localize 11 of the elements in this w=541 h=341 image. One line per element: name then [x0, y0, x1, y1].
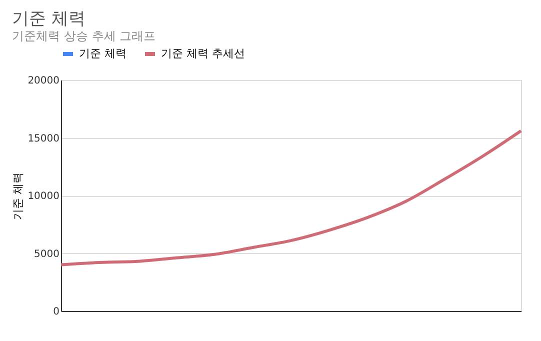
- y-axis-title: 기준 체력: [12, 172, 25, 220]
- legend-label: 기준 체력 추세선: [161, 47, 245, 60]
- y-tick-label: 0: [53, 306, 60, 318]
- y-tick-label: 10000: [28, 191, 60, 202]
- line-series: [60, 129, 522, 266]
- y-tick-label: 20000: [28, 76, 60, 86]
- chart-title: 기준 체력: [12, 9, 86, 29]
- legend-label: 기준 체력: [79, 47, 126, 60]
- y-tick-label: 15000: [28, 133, 60, 144]
- y-tick-label: 5000: [34, 248, 60, 260]
- chart-subtitle: 기준체력 상승 추세 그래프: [12, 29, 156, 43]
